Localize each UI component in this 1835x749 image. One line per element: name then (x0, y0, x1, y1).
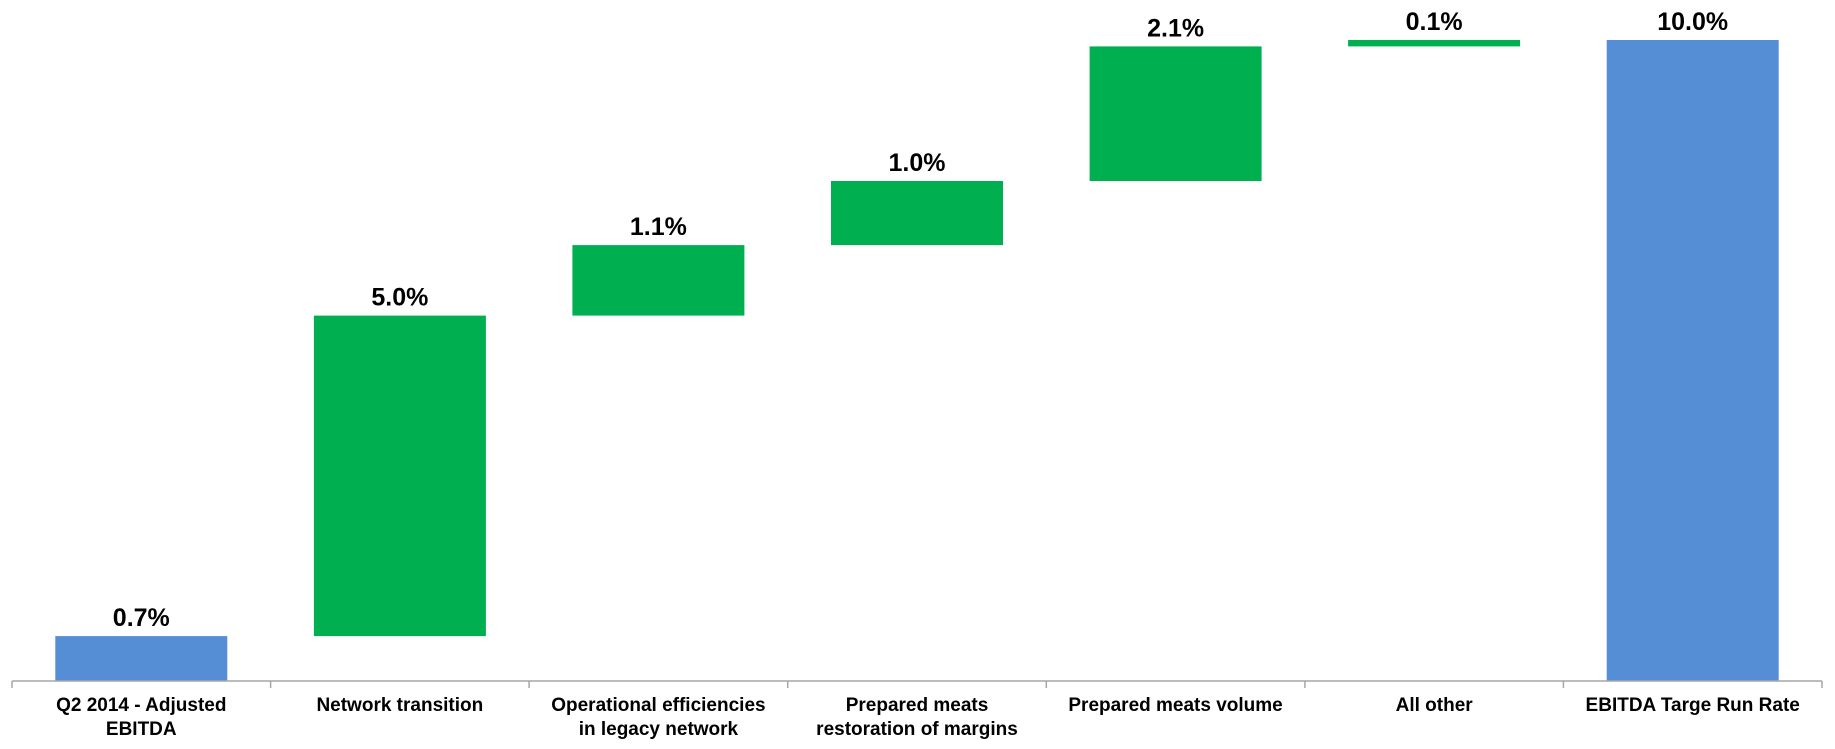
x-tick-label-0: Q2 2014 - Adjusted EBITDA (31, 694, 251, 742)
bar-value-label-6: 10.0% (1657, 8, 1728, 36)
x-tick-label-2: Operational efficiencies in legacy networ… (548, 694, 768, 742)
x-tick-label-line: restoration of margins (816, 719, 1018, 740)
x-tick-label-5: All other (1324, 694, 1544, 718)
bar-4 (1089, 46, 1262, 182)
bar-value-label-0: 0.7% (113, 604, 170, 632)
x-tick-label-3: Prepared meats restoration of margins (807, 694, 1027, 742)
bar-1 (313, 315, 486, 637)
x-tick-label-1: Network transition (290, 694, 510, 718)
bar-value-label-2: 1.1% (630, 213, 687, 241)
bar-value-label-1: 5.0% (371, 284, 428, 312)
bar-value-label-4: 2.1% (1147, 14, 1204, 42)
x-tick-label-line: Prepared meats (845, 695, 989, 716)
x-tick-label-line: Operational efficiencies (551, 695, 766, 716)
x-tick-label-line: Network transition (316, 695, 484, 716)
bar-6 (1606, 40, 1779, 681)
bar-0 (55, 636, 228, 681)
x-tick-label-line: in legacy network (578, 719, 739, 740)
x-tick-label-line: Q2 2014 - Adjusted (56, 695, 227, 716)
bar-2 (572, 245, 745, 316)
x-tick-label-line: Prepared meats volume (1068, 695, 1283, 716)
bar-value-label-5: 0.1% (1406, 8, 1463, 36)
x-tick-label-line: EBITDA Targe Run Rate (1585, 695, 1800, 716)
x-tick-label-line: EBITDA (105, 719, 177, 740)
bar-3 (831, 181, 1003, 246)
bar-value-label-3: 1.0% (889, 149, 946, 177)
bar-5 (1348, 40, 1521, 47)
x-tick-label-6: EBITDA Targe Run Rate (1583, 694, 1803, 718)
x-tick-label-line: All other (1395, 695, 1473, 716)
x-tick-label-4: Prepared meats volume (1066, 694, 1286, 718)
